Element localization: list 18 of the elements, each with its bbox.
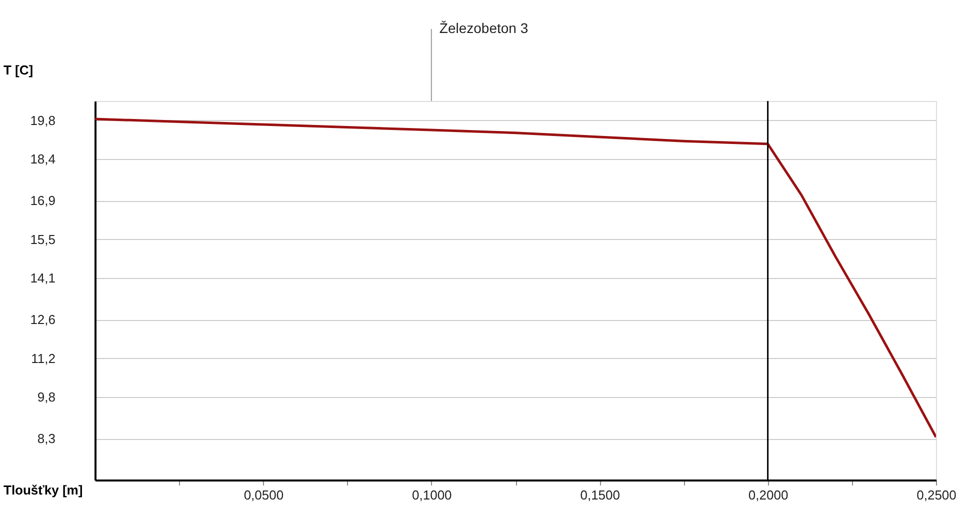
y-axis-title: T [C] <box>4 62 34 78</box>
y-tick-label: 19,8 <box>30 112 56 128</box>
x-tick-label: 0,0500 <box>244 488 284 502</box>
x-tick-label: 0,2500 <box>916 488 956 502</box>
y-tick-label: 9,8 <box>37 390 56 405</box>
x-tick-label: 0,2000 <box>748 488 788 502</box>
x-tick-label: 0,1000 <box>412 488 452 502</box>
x-axis-title: Tloušťky [m] <box>4 482 83 498</box>
x-tick-label: 0,1500 <box>580 488 620 502</box>
y-tick-label: 16,9 <box>30 193 56 208</box>
text: Železobeton 3 <box>439 20 528 36</box>
line-series <box>95 118 936 438</box>
y-tick-label: 18,4 <box>30 152 56 167</box>
y-tick-label: 8,3 <box>37 431 56 446</box>
y-tick-label: 11,2 <box>31 350 56 366</box>
y-tick-label: 15,5 <box>30 232 56 247</box>
y-tick-label: 12,6 <box>30 312 56 328</box>
y-tick-label: 14,1 <box>30 270 56 286</box>
